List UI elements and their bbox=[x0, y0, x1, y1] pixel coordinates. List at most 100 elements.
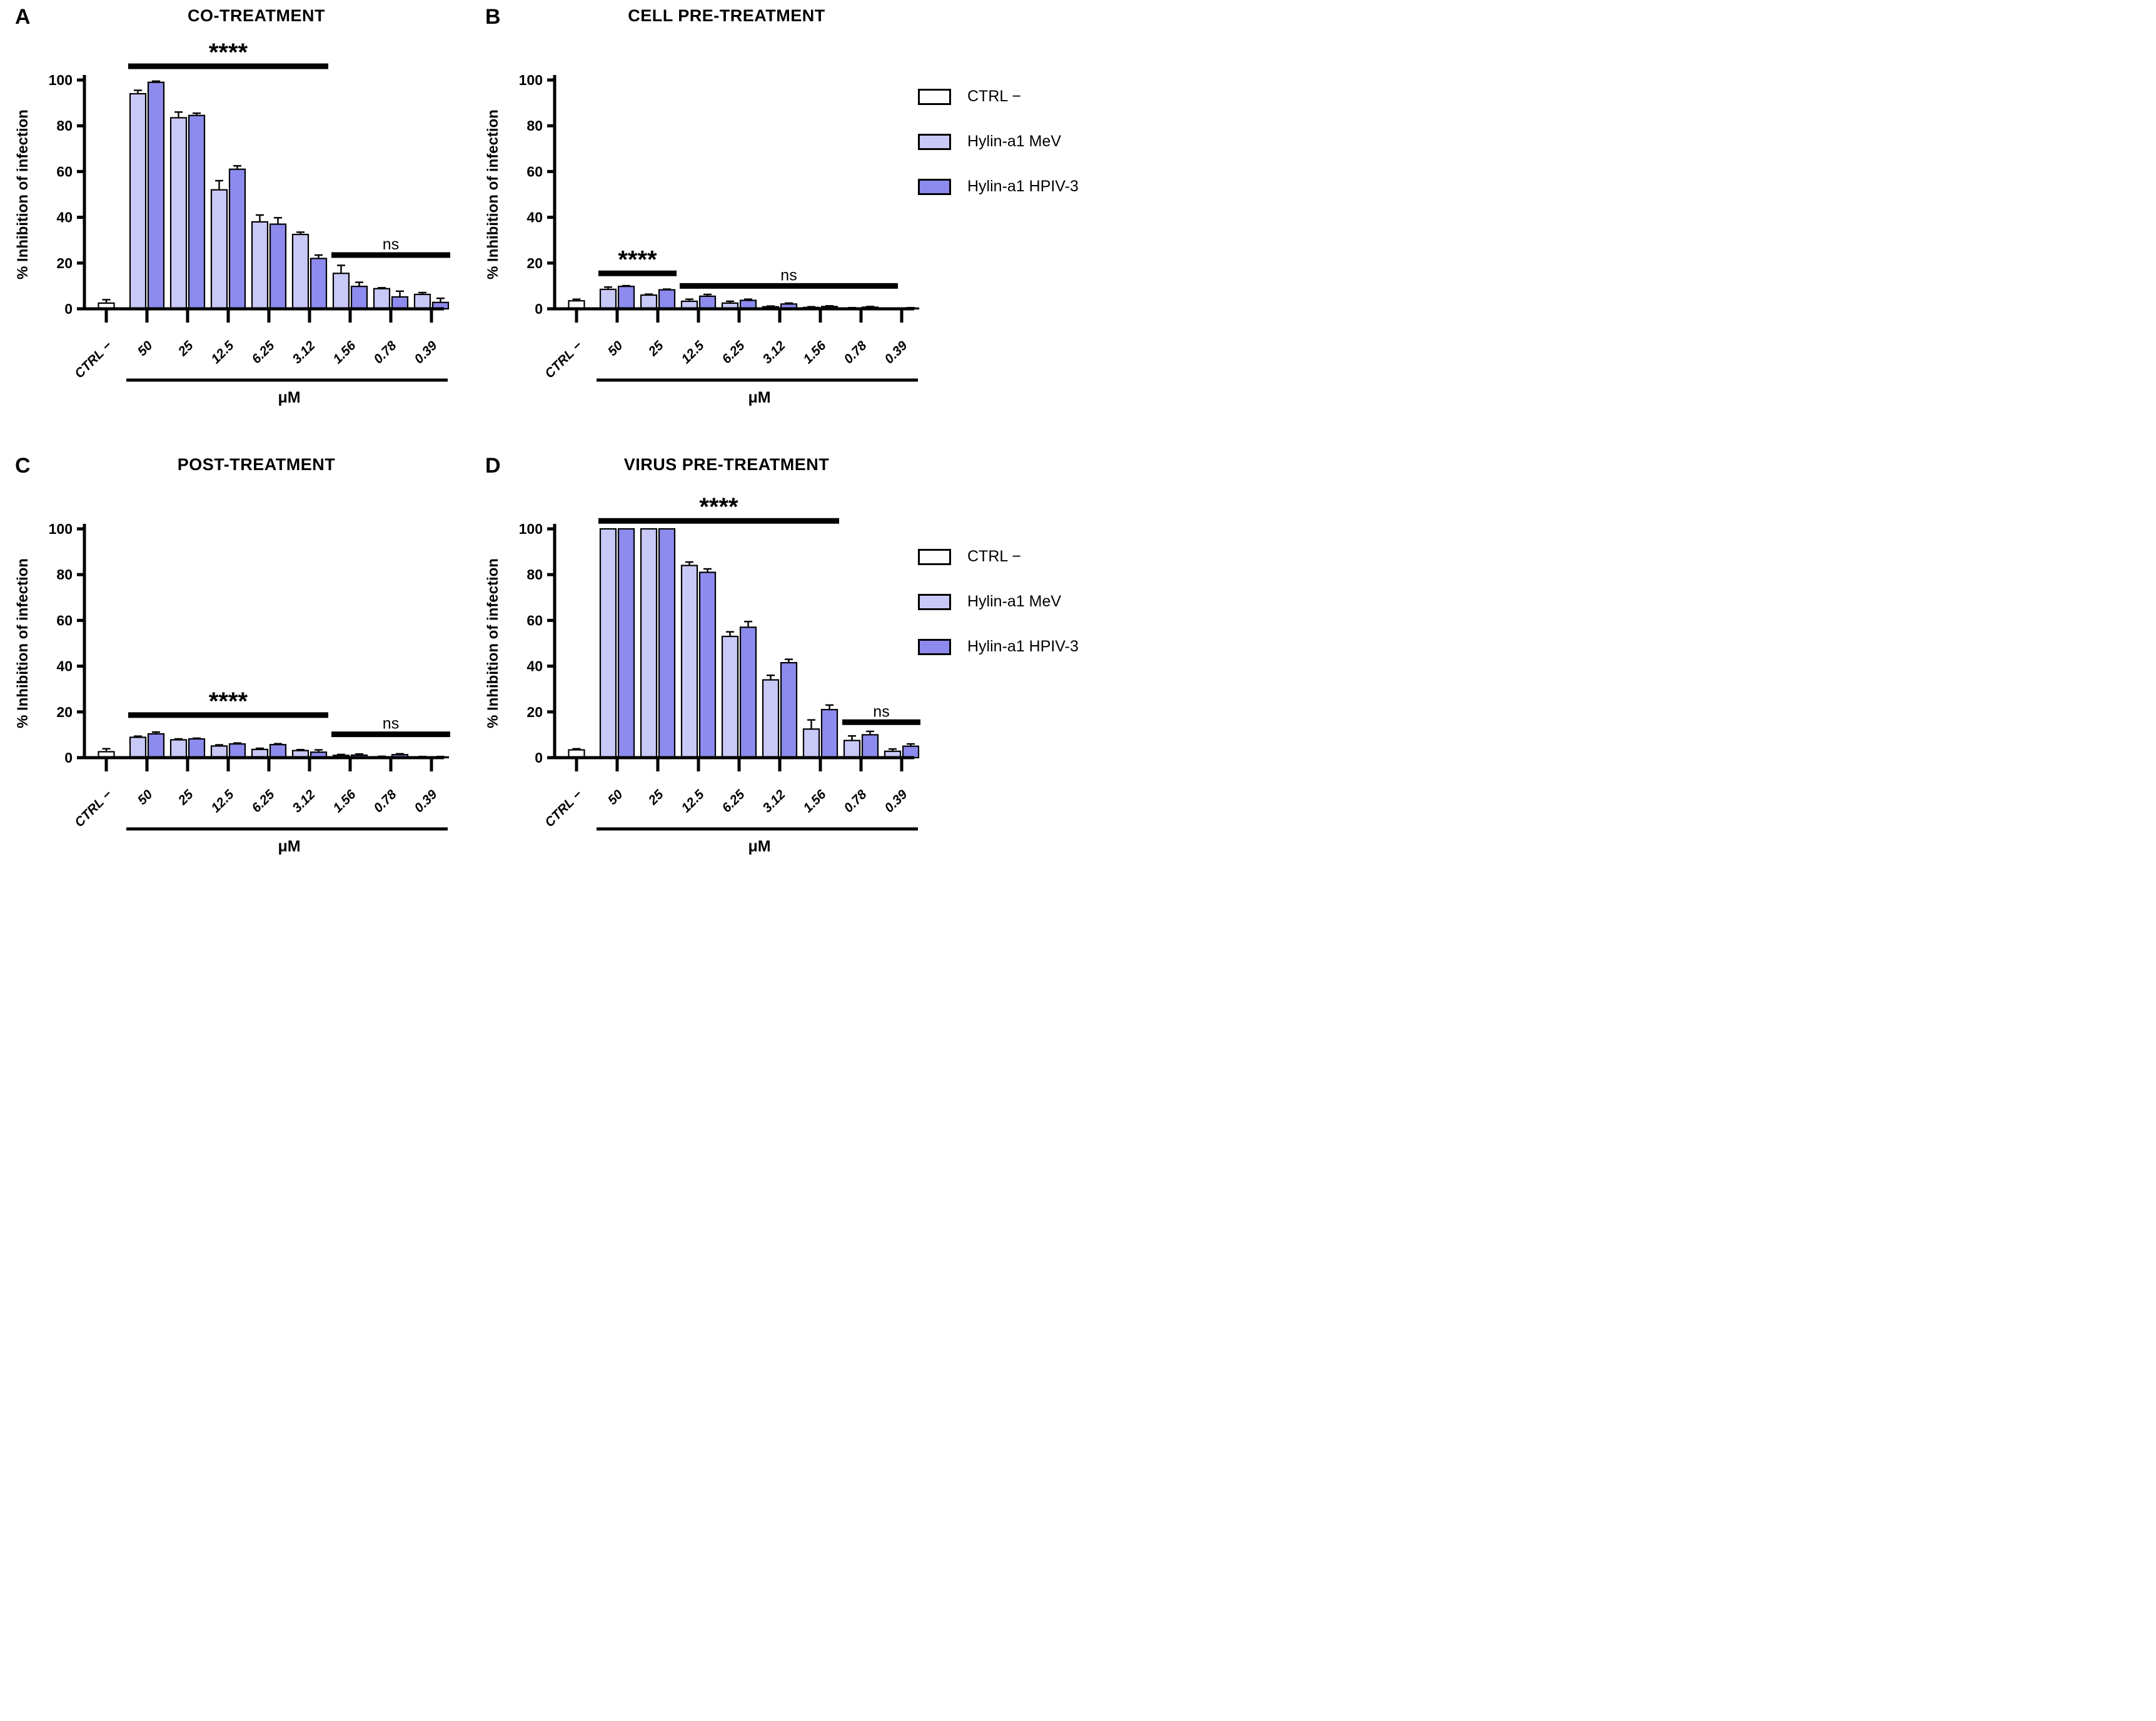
x-tick-label: 3.12 bbox=[290, 787, 318, 815]
legend-label-ctrl: CTRL − bbox=[967, 88, 1021, 105]
bar-mev bbox=[251, 221, 269, 310]
x-tick-label: 12.5 bbox=[678, 338, 707, 366]
bar-mev bbox=[640, 294, 658, 310]
legend-label-ctrl: CTRL − bbox=[967, 548, 1021, 565]
bar-hpiv3 bbox=[188, 738, 206, 759]
x-tick-label: 3.12 bbox=[760, 787, 788, 815]
x-tick-label: 0.39 bbox=[411, 787, 440, 815]
y-tick-label: 100 bbox=[519, 72, 543, 88]
bar-hpiv3 bbox=[658, 289, 676, 310]
significance-label: ns bbox=[873, 703, 889, 720]
x-unit-label: μM bbox=[748, 838, 770, 855]
bar-mev bbox=[169, 739, 188, 759]
legend-item-hpiv3: Hylin-a1 HPIV-3 bbox=[918, 178, 1078, 196]
y-axis-title: % Inhibition of infection bbox=[14, 109, 31, 279]
x-tick-label: 50 bbox=[135, 338, 156, 359]
bar-mev bbox=[169, 117, 188, 310]
legend-swatch-hpiv3 bbox=[918, 638, 951, 655]
significance-label: **** bbox=[699, 493, 738, 521]
x-tick-label: 0.78 bbox=[841, 338, 869, 366]
bar-mev bbox=[210, 189, 228, 310]
bar-hpiv3 bbox=[147, 733, 165, 759]
bar-chart-cell-pre-treatment: 0 20 40 60 80 100 % Inhibition of infection CTR… bbox=[485, 72, 920, 406]
panel-letter-c: C bbox=[15, 454, 31, 478]
x-tick-label: 0.78 bbox=[371, 787, 399, 815]
panel-co-treatment: 0 20 40 60 80 100 % Inhibition of infection CTR… bbox=[6, 5, 459, 415]
y-tick-label: 40 bbox=[56, 209, 73, 226]
y-tick-label: 20 bbox=[56, 704, 73, 720]
panel-title-d: VIRUS PRE-TREATMENT bbox=[623, 455, 830, 474]
significance-label: ns bbox=[383, 715, 399, 733]
significance-label: **** bbox=[209, 39, 248, 66]
bar-mev bbox=[680, 564, 698, 759]
panel-virus-pre-treatment: 0 20 40 60 80 100 % Inhibition of infection CTR… bbox=[476, 454, 929, 860]
y-tick-label: 60 bbox=[56, 163, 73, 179]
panel-title-c: POST-TREATMENT bbox=[177, 455, 336, 474]
x-tick-label: 25 bbox=[175, 787, 196, 808]
bar-mev bbox=[332, 273, 350, 310]
bar-mev bbox=[843, 740, 861, 759]
y-tick-label: 40 bbox=[56, 658, 73, 675]
panel-letter-b: B bbox=[485, 5, 501, 29]
bar-mev bbox=[640, 528, 658, 759]
legend-bottom: CTRL − Hylin-a1 MeV Hylin-a1 HPIV-3 bbox=[918, 548, 1078, 656]
x-tick-label: 12.5 bbox=[208, 338, 236, 366]
x-tick-label: 6.25 bbox=[249, 787, 277, 815]
panel-title-b: CELL PRE-TREATMENT bbox=[628, 6, 825, 25]
bar-hpiv3 bbox=[739, 626, 757, 759]
bar-mev bbox=[762, 679, 780, 759]
y-tick-label: 40 bbox=[526, 658, 543, 675]
y-tick-label: 0 bbox=[64, 301, 73, 317]
bar-mev bbox=[373, 288, 391, 310]
legend-item-ctrl: CTRL − bbox=[918, 88, 1078, 106]
significance-label: ns bbox=[383, 236, 399, 253]
significance-label: ns bbox=[780, 266, 797, 284]
legend-swatch-ctrl bbox=[918, 548, 951, 565]
bar-hpiv3 bbox=[861, 734, 879, 759]
x-tick-label: 0.78 bbox=[371, 338, 399, 366]
x-tick-label: 0.39 bbox=[882, 338, 910, 366]
x-tick-label: 25 bbox=[645, 787, 667, 808]
x-tick-label: 12.5 bbox=[208, 787, 236, 815]
y-tick-label: 60 bbox=[56, 612, 73, 628]
bar-mev bbox=[599, 528, 617, 759]
bar-hpiv3 bbox=[698, 295, 717, 310]
bar-hpiv3 bbox=[147, 81, 165, 310]
x-tick-label: 6.25 bbox=[719, 338, 747, 366]
x-tick-label: 3.12 bbox=[760, 338, 788, 366]
y-axis-title: % Inhibition of infection bbox=[14, 558, 31, 728]
panel-cell-pre-treatment: 0 20 40 60 80 100 % Inhibition of infection CTR… bbox=[476, 5, 929, 415]
bar-chart-co-treatment: 0 20 40 60 80 100 % Inhibition of infection CTR… bbox=[14, 39, 450, 406]
x-tick-label: 25 bbox=[645, 338, 667, 359]
legend-item-mev: Hylin-a1 MeV bbox=[918, 593, 1078, 611]
y-tick-label: 0 bbox=[64, 750, 73, 766]
x-tick-label: 50 bbox=[605, 787, 626, 808]
y-tick-label: 0 bbox=[535, 301, 543, 317]
y-tick-label: 40 bbox=[526, 209, 543, 226]
y-axis-title: % Inhibition of infection bbox=[485, 558, 501, 728]
bar-hpiv3 bbox=[902, 745, 920, 759]
bar-hpiv3 bbox=[617, 286, 635, 310]
bar-hpiv3 bbox=[228, 168, 246, 310]
x-tick-label: 0.39 bbox=[882, 787, 910, 815]
bar-hpiv3 bbox=[269, 744, 287, 759]
legend-swatch-mev bbox=[918, 593, 951, 610]
figure: 0 20 40 60 80 100 % Inhibition of infection CTR… bbox=[0, 0, 1078, 860]
panel-post-treatment: 0 20 40 60 80 100 % Inhibition of infection CTR… bbox=[6, 454, 459, 860]
x-tick-label: 1.56 bbox=[800, 338, 829, 366]
bar-mev bbox=[129, 736, 147, 759]
significance-label: **** bbox=[209, 688, 248, 715]
x-tick-label: 50 bbox=[605, 338, 626, 359]
x-tick-label: 50 bbox=[135, 787, 156, 808]
legend-label-hpiv3: Hylin-a1 HPIV-3 bbox=[967, 178, 1078, 195]
bar-hpiv3 bbox=[820, 709, 839, 759]
bar-hpiv3 bbox=[780, 662, 798, 759]
bar-mev bbox=[210, 745, 228, 759]
bar-chart-post-treatment: 0 20 40 60 80 100 % Inhibition of infection CTR… bbox=[14, 521, 450, 855]
x-tick-label: 6.25 bbox=[719, 787, 747, 815]
x-unit-label: μM bbox=[748, 389, 770, 406]
bar-hpiv3 bbox=[269, 223, 287, 310]
y-axis-title: % Inhibition of infection bbox=[485, 109, 501, 279]
significance-label: **** bbox=[618, 246, 657, 273]
y-tick-label: 20 bbox=[526, 704, 543, 720]
